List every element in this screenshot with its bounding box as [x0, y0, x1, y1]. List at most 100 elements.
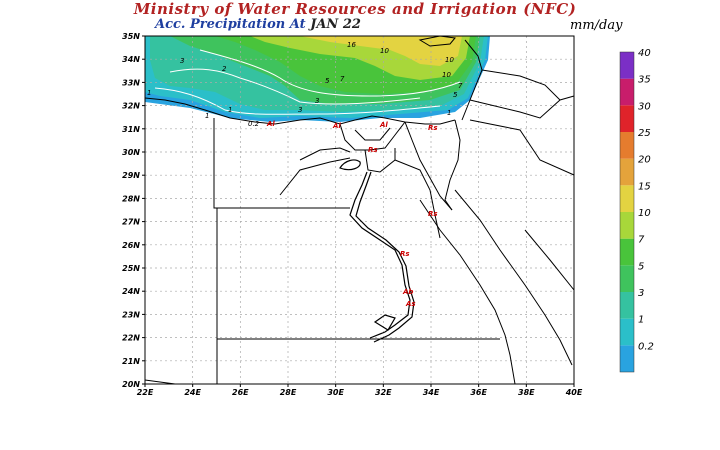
- lon-tick-label: 40E: [565, 388, 583, 397]
- units-label: mm/day: [570, 18, 623, 33]
- lat-tick-label: 30N: [122, 148, 140, 157]
- station-mark: As: [405, 300, 416, 308]
- contour-label: 10: [380, 47, 389, 55]
- lon-tick-label: 24E: [184, 388, 201, 397]
- fayoum-border: [299, 147, 351, 161]
- lat-tick-label: 31N: [122, 125, 140, 134]
- nile-main: [349, 171, 411, 339]
- contour-label: 5: [453, 91, 458, 99]
- legend-swatch: [620, 292, 634, 319]
- station-mark: Rs: [368, 146, 378, 154]
- lat-tick-label: 33N: [122, 78, 140, 87]
- eastern-desert-border: [394, 159, 441, 239]
- legend-frame: [619, 51, 635, 373]
- legend-swatch: [620, 158, 634, 186]
- contour-label: 3: [315, 97, 319, 105]
- lat-tick-label: 32N: [122, 102, 140, 111]
- contour-lines: [154, 49, 461, 115]
- legend-swatch: [620, 52, 634, 79]
- lon-tick-label: 28E: [280, 388, 297, 397]
- lon-tick-label: 22E: [137, 388, 154, 397]
- delta-outline: [339, 121, 406, 151]
- station-mark: Al: [379, 121, 388, 129]
- legend-swatch: [620, 185, 634, 212]
- western-desert-border: [279, 157, 351, 196]
- lat-tick-label: 25N: [122, 264, 140, 273]
- map-subtitle: Acc. Precipitation At JAN 22: [155, 17, 361, 32]
- red-sea-east-coast: [454, 189, 573, 366]
- legend-swatch: [620, 265, 634, 292]
- longitude-axis: 22E 24E 26E 28E 30E 32E 34E 36E 38E 40E: [137, 384, 583, 397]
- contour-label: 3: [298, 106, 302, 114]
- station-markers: Al Al Al Rs Rs Rs Rs Ab As: [266, 120, 438, 308]
- subtitle-at: At: [289, 17, 306, 32]
- legend-label: 30: [638, 101, 651, 112]
- subtitle-label: Acc. Precipitation: [155, 17, 286, 32]
- contour-label: 1: [447, 109, 451, 117]
- coastline: [144, 97, 456, 125]
- legend-label: 15: [638, 181, 651, 192]
- lake-nasser: [373, 314, 396, 331]
- legend-label: 25: [638, 128, 651, 139]
- lon-tick-label: 34E: [423, 388, 440, 397]
- station-mark: Al: [266, 120, 275, 128]
- plot-frame: [144, 35, 575, 385]
- latitude-axis: 35N 34N 33N 32N 31N 30N 29N 28N 27N 26N 25N 24N 23N 2…: [122, 32, 145, 389]
- lat-tick-label: 35N: [122, 32, 140, 41]
- legend-swatch: [620, 238, 634, 266]
- station-mark: Al: [332, 122, 341, 130]
- chad-border: [144, 379, 176, 385]
- contour-label: 5: [325, 77, 330, 85]
- lat-tick-label: 23N: [122, 310, 140, 319]
- contour-5: [199, 49, 461, 97]
- arabia-interior: [524, 229, 575, 291]
- contour-label: 16: [347, 41, 356, 49]
- map-title: Ministry of Water Resources and Irrigati…: [133, 0, 577, 18]
- cyprus: [418, 35, 456, 47]
- contour-label: 3: [180, 57, 184, 65]
- legend-label: 3: [638, 288, 644, 299]
- legend-swatch: [620, 105, 634, 132]
- contour-label: 1: [205, 112, 209, 120]
- lon-tick-label: 38E: [518, 388, 535, 397]
- lon-tick-label: 32E: [375, 388, 392, 397]
- legend-label: 40: [638, 48, 651, 59]
- lat-tick-label: 21N: [122, 357, 140, 366]
- lat-tick-label: 24N: [122, 287, 140, 296]
- legend-label: 5: [638, 261, 644, 272]
- legend-label: 35: [638, 75, 651, 86]
- syria-border: [481, 69, 561, 101]
- contour-3: [169, 68, 421, 105]
- contour-label: 10: [445, 56, 454, 64]
- jordan-border: [469, 95, 575, 119]
- precip-band-15: [300, 36, 462, 66]
- station-mark: Rs: [428, 210, 438, 218]
- red-sea-west-coast: [419, 199, 516, 385]
- legend-label: 20: [638, 155, 651, 166]
- lat-tick-label: 20N: [122, 380, 140, 389]
- lat-tick-label: 28N: [122, 194, 140, 203]
- lon-tick-label: 30E: [327, 388, 344, 397]
- sinai-west-coast: [404, 121, 453, 211]
- lat-tick-label: 22N: [122, 334, 140, 343]
- map-borders: [144, 35, 575, 385]
- contour-label: 1: [228, 106, 232, 114]
- contour-label: 2: [222, 65, 227, 73]
- station-mark: Ab: [402, 288, 413, 296]
- contour-label: 1: [147, 89, 151, 97]
- libya-egypt-border: [213, 118, 217, 209]
- cairo-region: [364, 148, 396, 173]
- legend-swatch: [620, 78, 634, 106]
- lat-tick-label: 29N: [122, 171, 140, 180]
- delta-internal: [354, 127, 391, 141]
- legend-label: 1: [638, 315, 644, 326]
- legend-swatch: [620, 212, 634, 239]
- contour-label: 7: [340, 75, 345, 83]
- station-mark: Rs: [428, 124, 438, 132]
- legend-swatch: [620, 345, 634, 372]
- legend-label: 10: [638, 208, 651, 219]
- lon-tick-label: 36E: [470, 388, 487, 397]
- contour-label: 7: [458, 82, 463, 90]
